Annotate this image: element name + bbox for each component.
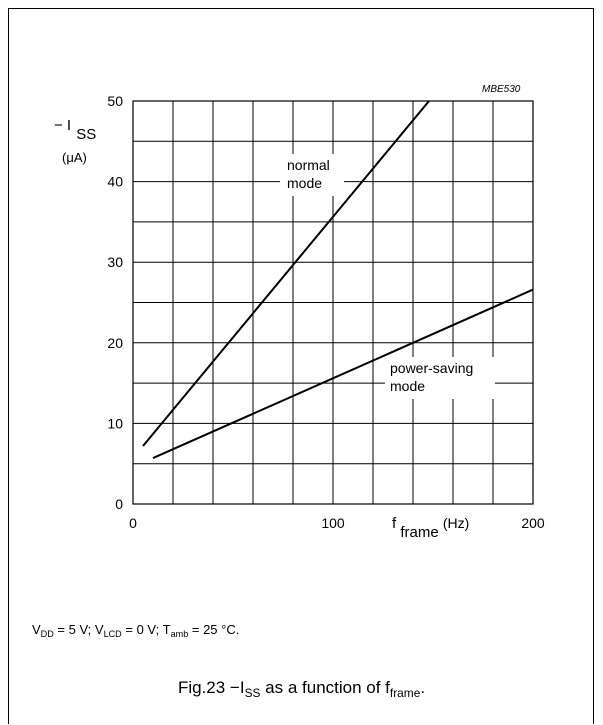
- figure-caption: Fig.23 −ISS as a function of fframe.: [177, 678, 426, 701]
- x-tick-label: 0: [129, 515, 137, 531]
- y-axis-label-sub: SS: [76, 126, 96, 143]
- y-tick-label: 30: [107, 254, 123, 270]
- normal-mode-label-line2: mode: [287, 175, 322, 191]
- figure-code: MBE530: [482, 84, 521, 95]
- y-tick-label: 40: [107, 174, 123, 190]
- x-axis-label: f frame (Hz): [392, 515, 469, 541]
- series-line-normal-mode: [142, 100, 430, 447]
- y-axis-label-main: − I: [54, 117, 71, 134]
- y-axis-label: − I SS: [54, 117, 96, 143]
- y-axis-unit: (μA): [62, 150, 87, 165]
- y-tick-label: 0: [115, 496, 123, 512]
- plot-border: [132, 100, 534, 505]
- normal-mode-label-line1: normal: [287, 157, 330, 173]
- x-axis-label-sub: frame: [400, 524, 438, 541]
- x-tick-label: 200: [521, 515, 545, 531]
- power-saving-label-line2: mode: [390, 378, 425, 394]
- normal-mode-label: normal mode: [287, 157, 334, 191]
- y-tick-label: 10: [107, 415, 123, 431]
- chart-ticks: 0 10 20 30 40 50 0 100 200: [107, 93, 544, 531]
- normal-mode-label-bg: [280, 154, 344, 196]
- y-tick-label: 20: [107, 335, 123, 351]
- test-conditions: VDD = 5 V; VLCD = 0 V; Tamb = 25 °C.: [32, 622, 240, 640]
- chart: 0 10 20 30 40 50 0 100 200 MBE530 − I SS (μA) f …: [54, 84, 545, 541]
- power-saving-label: power-saving mode: [390, 360, 477, 394]
- chart-series: [142, 100, 534, 460]
- power-saving-label-line1: power-saving: [390, 360, 473, 376]
- figure-frame: [8, 8, 594, 724]
- x-tick-label: 100: [321, 515, 345, 531]
- x-axis-unit: (Hz): [443, 515, 469, 531]
- series-line-power-saving-mode: [152, 288, 534, 460]
- power-saving-label-bg: [385, 357, 495, 399]
- x-axis-label-main: f: [392, 515, 397, 532]
- y-tick-label: 50: [107, 93, 123, 109]
